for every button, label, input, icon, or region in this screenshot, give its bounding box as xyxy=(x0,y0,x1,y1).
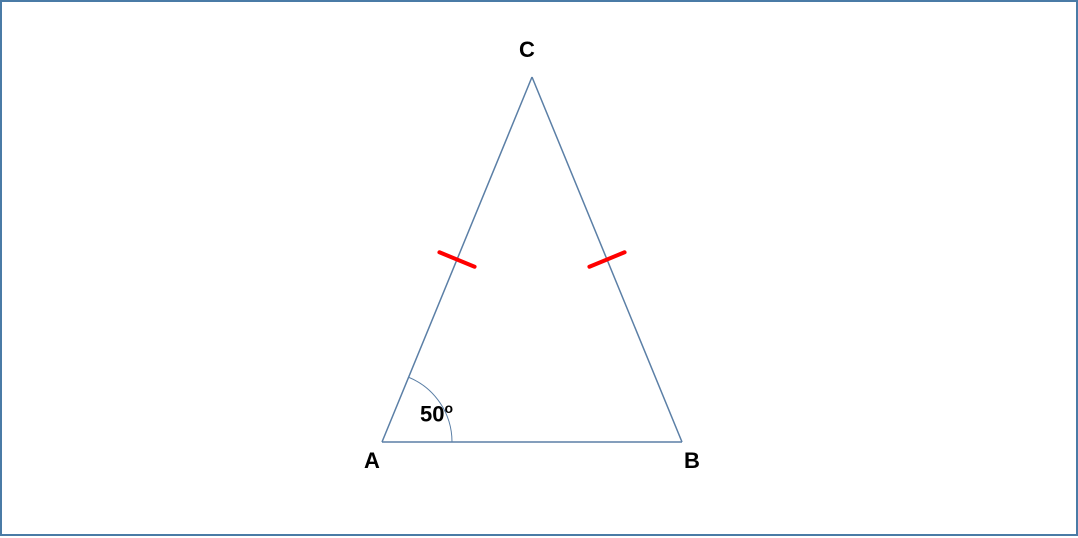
triangle-svg xyxy=(2,2,1078,538)
diagram-frame: A B C 50o xyxy=(0,0,1078,536)
angle-value: 50 xyxy=(420,401,444,426)
vertex-label-b: B xyxy=(684,448,700,474)
vertex-label-a: A xyxy=(364,448,380,474)
angle-label-a: 50o xyxy=(420,400,453,427)
vertex-label-c: C xyxy=(519,37,535,63)
degree-symbol: o xyxy=(444,400,453,416)
